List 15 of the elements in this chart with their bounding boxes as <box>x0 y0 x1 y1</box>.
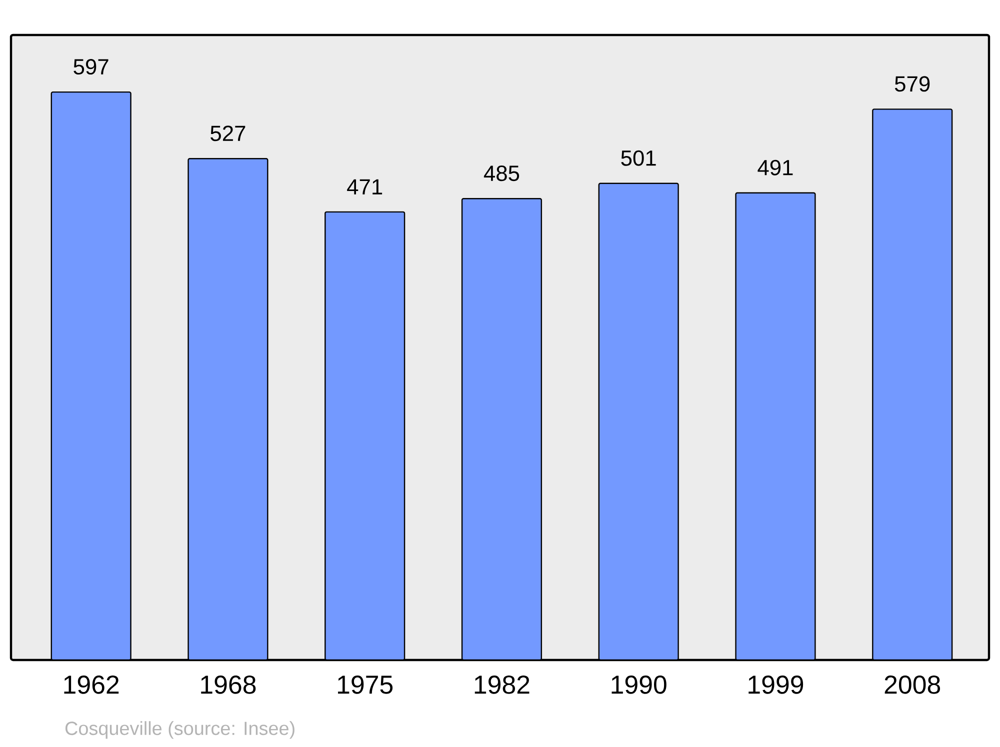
x-tick-label: 1990 <box>612 676 666 694</box>
x-tick-label: 2008 <box>884 676 940 694</box>
x-tick-label: 1982 <box>474 676 530 694</box>
data-label: 471 <box>347 179 382 194</box>
data-label: 597 <box>74 59 108 75</box>
x-tick-label: 1975 <box>338 676 393 694</box>
x-tick-label: 1962 <box>64 676 119 694</box>
data-label: 485 <box>484 166 520 182</box>
data-label: 527 <box>210 126 246 142</box>
data-label: 491 <box>758 160 793 176</box>
x-tick-label: 1999 <box>748 676 804 694</box>
data-label: 501 <box>621 150 656 166</box>
data-label: 579 <box>894 76 930 92</box>
x-tick-label: 1968 <box>201 676 256 694</box>
text: Cosqueville (source: Insee) <box>65 721 294 739</box>
